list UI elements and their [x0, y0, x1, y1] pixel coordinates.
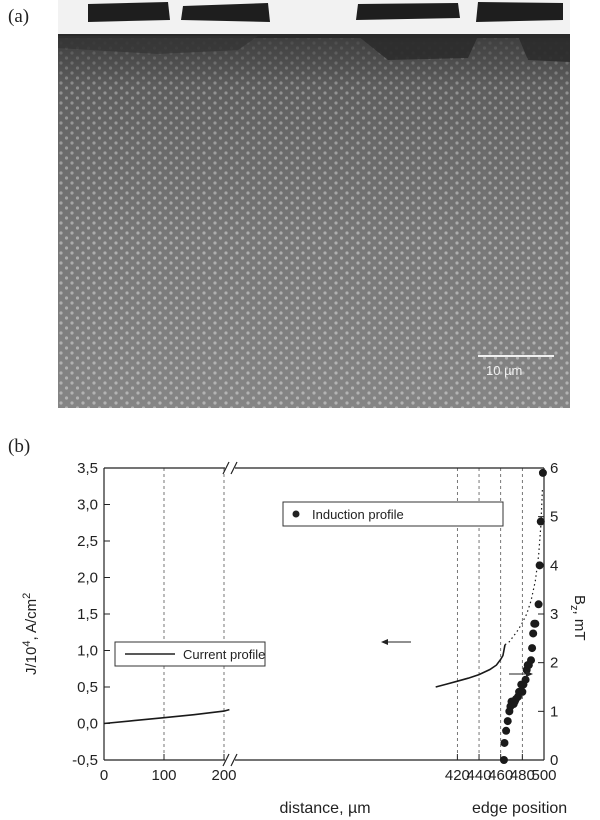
series-layer [103, 468, 547, 764]
right-tick-label: 6 [550, 460, 558, 477]
x-tick-label: 200 [211, 767, 236, 784]
axis-break-mark [230, 461, 238, 475]
induction-point [534, 600, 543, 609]
induction-point [531, 619, 540, 628]
arrow-to-left-axis [381, 639, 411, 645]
current-profile-line [435, 644, 506, 688]
arrow-to-right-axis [509, 671, 533, 677]
x-tick-label: 480 [510, 767, 535, 784]
right-tick-label: 0 [550, 752, 558, 769]
current-profile-line [103, 708, 230, 725]
left-axis-ticks: -0,5 0,0 0,5 1,0 1,5 2,0 2,5 3,0 3,5 [72, 460, 110, 769]
legend-induction: Induction profile [282, 501, 504, 527]
axis-break-gap [225, 754, 235, 766]
induction-point [518, 687, 527, 696]
left-tick-label: 3,5 [77, 460, 98, 477]
x-tick-label: 0 [100, 767, 108, 784]
x-tick-label: 460 [488, 767, 513, 784]
left-tick-label: 3,0 [77, 497, 98, 514]
x-axis-label: distance, µm [279, 800, 370, 817]
x-tick-label: 420 [445, 767, 470, 784]
left-tick-label: 1,0 [77, 643, 98, 660]
right-tick-label: 5 [550, 509, 558, 526]
induction-point [535, 561, 544, 570]
left-tick-label: 1,5 [77, 606, 98, 623]
induction-point [503, 717, 512, 726]
right-axis-label: Bz, mT [568, 595, 588, 641]
panel-label-a: (a) [8, 6, 30, 27]
panel-label-b: (b) [8, 436, 31, 457]
left-tick-label: 0,0 [77, 716, 98, 733]
plot-frame [103, 461, 545, 767]
x-axis-label-2: edge position [472, 800, 567, 817]
induction-point [529, 629, 538, 638]
right-tick-label: 3 [550, 606, 558, 623]
induction-point [536, 517, 545, 526]
induction-point [538, 468, 547, 477]
induction-point [502, 726, 511, 735]
chart-b: -0,5 0,0 0,5 1,0 1,5 2,0 2,5 3,0 3,5 0 1 2 3 4 5 6 0 10… [21, 460, 588, 817]
current-extrapolation-line [504, 489, 543, 646]
left-tick-label: 0,5 [77, 679, 98, 696]
legend-current-label: Current profile [183, 647, 265, 662]
left-axis-label: J/104, A/cm2 [21, 593, 40, 675]
legend-induction-label: Induction profile [312, 507, 404, 522]
left-tick-label: 2,0 [77, 570, 98, 587]
micrograph-image: 10 µm [58, 0, 570, 408]
legend-current: Current profile [114, 641, 266, 667]
axis-break-mark [222, 753, 230, 767]
legend-induction-marker [292, 510, 300, 518]
x-tick-label: 440 [467, 767, 492, 784]
left-tick-label: -0,5 [72, 752, 98, 769]
right-tick-label: 2 [550, 655, 558, 672]
axis-break-mark [222, 461, 230, 475]
right-tick-label: 1 [550, 703, 558, 720]
left-tick-label: 2,5 [77, 533, 98, 550]
induction-point [527, 656, 536, 665]
induction-point [528, 644, 537, 653]
right-tick-label: 4 [550, 557, 558, 574]
induction-point [500, 738, 509, 747]
scale-bar-label: 10 µm [486, 363, 522, 378]
axis-break-mark [230, 753, 238, 767]
x-tick-label: 100 [151, 767, 176, 784]
x-tick-label: 500 [531, 767, 556, 784]
induction-point [499, 756, 508, 764]
axis-break-gap [225, 462, 235, 474]
right-axis-ticks: 0 1 2 3 4 5 6 [538, 460, 558, 769]
induction-point [521, 675, 530, 684]
